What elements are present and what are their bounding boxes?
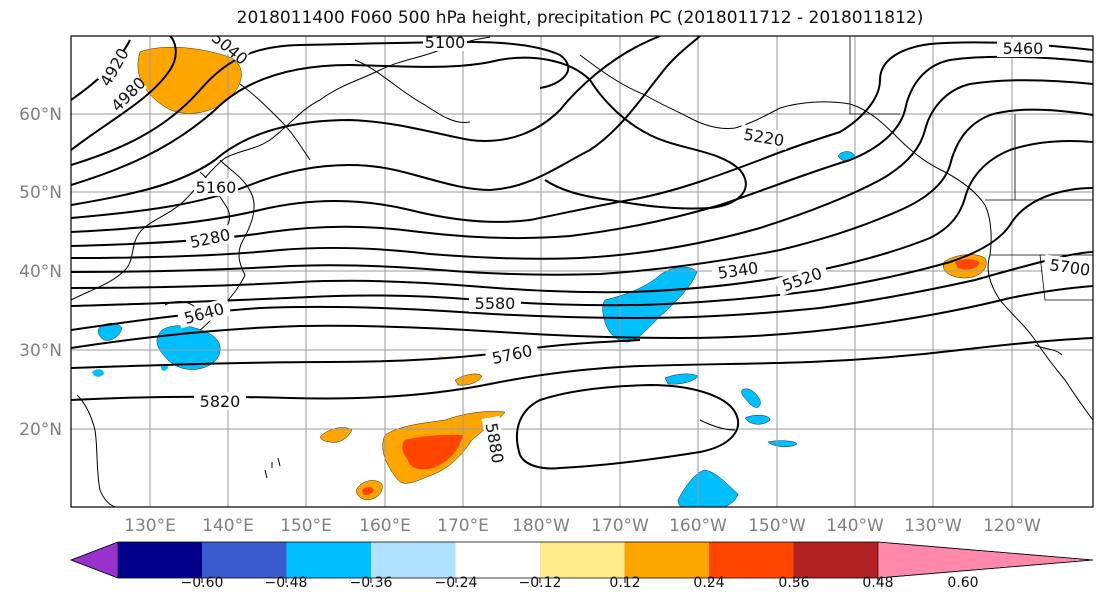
precip-pos-core: [402, 434, 463, 470]
height-contours: [71, 36, 1093, 470]
precip-pos-core: [362, 487, 374, 495]
precip-neg-blob: [741, 388, 761, 408]
colorbar-tick-label: −0.60: [181, 575, 224, 591]
colorbar-tick-label: 0.36: [778, 575, 809, 591]
lat-label: 60°N: [19, 105, 62, 125]
contour-label-5460: 5460: [1003, 39, 1044, 58]
chart-title: 2018011400 F060 500 hPa height, precipit…: [236, 8, 924, 28]
colorbar-segment: [455, 542, 540, 578]
lon-label: 160°E: [359, 516, 411, 536]
colorbar-segment: [709, 542, 794, 578]
colorbar-outline: [69, 541, 1094, 579]
map-frame: [70, 35, 1094, 508]
colorbar-labels: −0.60 −0.48 −0.36 −0.24 −0.12 0.12 0.24 …: [181, 575, 979, 591]
lat-label: 20°N: [19, 420, 62, 440]
precip-neg-blob: [156, 325, 221, 370]
lon-label: 140°W: [826, 516, 884, 536]
lat-axis: 60°N 50°N 40°N 30°N 20°N: [19, 105, 62, 440]
lat-label: 50°N: [19, 183, 62, 203]
precip-neg-blob: [677, 469, 739, 507]
colorbar-segment: [118, 542, 202, 578]
precip-pos-blob: [454, 373, 483, 386]
graticule: [71, 36, 1093, 507]
lon-label: 130°W: [904, 516, 962, 536]
colorbar-tick-label: −0.48: [265, 575, 308, 591]
colorbar-segment: [624, 542, 709, 578]
colorbar-tick-label: 0.12: [609, 575, 640, 591]
precip-neg-blob: [92, 369, 104, 377]
colorbar-tick-label: 0.24: [693, 575, 724, 591]
colorbar-tick-label: −0.36: [350, 575, 393, 591]
lon-label: 180°W: [512, 516, 570, 536]
colorbar: [69, 541, 1094, 583]
lat-label: 30°N: [19, 341, 62, 361]
contour-label-5100: 5100: [425, 33, 466, 52]
lon-label: 120°W: [983, 516, 1041, 536]
colorbar-tick-label: −0.24: [435, 575, 478, 591]
precip-pos-blob: [320, 427, 353, 443]
contour-label-5580: 5580: [475, 294, 516, 313]
contour-label-5160: 5160: [196, 178, 237, 197]
colorbar-segment: [371, 542, 456, 578]
colorbar-tick-label: 0.48: [862, 575, 893, 591]
precip-neg-blob: [744, 415, 771, 425]
lon-label: 150°E: [280, 516, 332, 536]
colorbar-tick-label: −0.12: [519, 575, 562, 591]
lat-label: 40°N: [19, 262, 62, 282]
lon-label: 160°W: [669, 516, 727, 536]
colorbar-segment: [202, 542, 287, 578]
precip-pos-core: [955, 259, 980, 270]
colorbar-segment: [540, 542, 625, 578]
precip-shading: [92, 47, 987, 507]
lon-label: 140°E: [202, 516, 254, 536]
colorbar-segment: [793, 542, 878, 578]
colorbar-extend-max: [877, 541, 1094, 579]
colorbar-extend-min: [70, 541, 119, 579]
colorbar-segment: [286, 542, 371, 578]
lon-label: 150°W: [748, 516, 806, 536]
lon-label: 170°W: [591, 516, 649, 536]
contour-label-5820: 5820: [200, 392, 241, 411]
precip-neg-blob: [161, 364, 168, 371]
colorbar-tick-label: 0.60: [947, 575, 978, 591]
lon-label: 170°E: [437, 516, 489, 536]
lon-axis: 130°E 140°E 150°E 160°E 170°E 180°W 170°…: [124, 516, 1041, 536]
lon-label: 130°E: [124, 516, 176, 536]
